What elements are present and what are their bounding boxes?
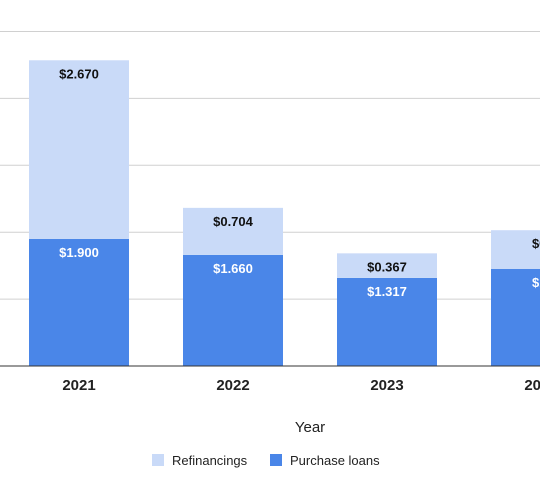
label-refinancings-2024: $0. (532, 236, 540, 251)
bar-purchase-loans-2024 (491, 268, 540, 366)
label-purchase-loans-2023: $1.317 (367, 284, 407, 299)
label-refinancings-2022: $0.704 (213, 214, 254, 229)
x-tick-2021: 2021 (62, 377, 95, 394)
label-refinancings-2023: $0.367 (367, 259, 407, 274)
x-tick-2024: 2024 (524, 377, 540, 394)
x-tick-labels: 2021 2022 2023 2024 (62, 377, 540, 394)
x-axis-title: Year (295, 419, 325, 436)
bar-refinancings-2023 (337, 253, 437, 278)
legend-label-refinancings: Refinancings (172, 453, 248, 468)
x-tick-2022: 2022 (216, 377, 249, 394)
x-tick-2023: 2023 (370, 377, 403, 394)
bar-refinancings-2022 (183, 207, 283, 255)
data-labels: $1.900 $2.670 $1.660 $0.704 $1.317 $0.367 $1. $… (59, 66, 540, 299)
bar-refinancings-2021 (29, 60, 129, 239)
label-purchase-loans-2022: $1.660 (213, 261, 253, 276)
bar-purchase-loans-2022 (183, 254, 283, 366)
legend-swatch-refinancings (152, 454, 164, 466)
bar-purchase-loans-2023 (337, 277, 437, 366)
label-purchase-loans-2024: $1. (532, 275, 540, 290)
legend: Refinancings Purchase loans (152, 453, 380, 468)
legend-swatch-purchase-loans (270, 454, 282, 466)
label-purchase-loans-2021: $1.900 (59, 245, 99, 260)
label-refinancings-2021: $2.670 (59, 66, 99, 81)
bar-refinancings-2024 (491, 230, 540, 269)
legend-label-purchase-loans: Purchase loans (290, 453, 380, 468)
bar-purchase-loans-2021 (29, 238, 129, 366)
bars (29, 60, 540, 366)
